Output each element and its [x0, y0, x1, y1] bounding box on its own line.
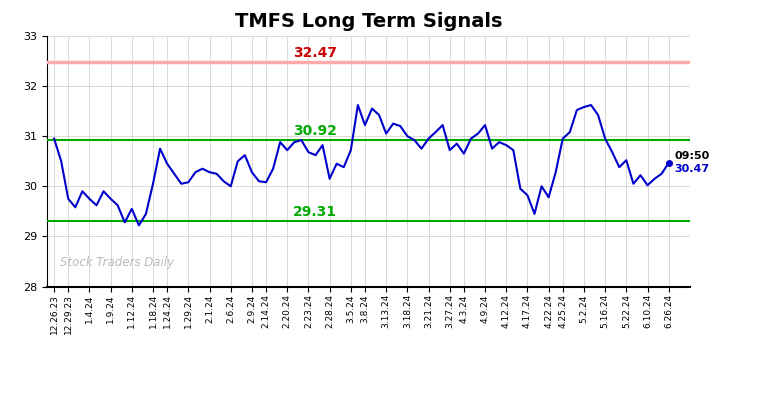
Text: 09:50: 09:50 — [674, 151, 710, 161]
Text: 29.31: 29.31 — [293, 205, 337, 219]
Title: TMFS Long Term Signals: TMFS Long Term Signals — [234, 12, 503, 31]
Text: 32.47: 32.47 — [293, 47, 337, 60]
Text: Stock Traders Daily: Stock Traders Daily — [60, 256, 174, 269]
Text: 30.47: 30.47 — [674, 164, 710, 174]
Text: 30.92: 30.92 — [293, 124, 337, 138]
